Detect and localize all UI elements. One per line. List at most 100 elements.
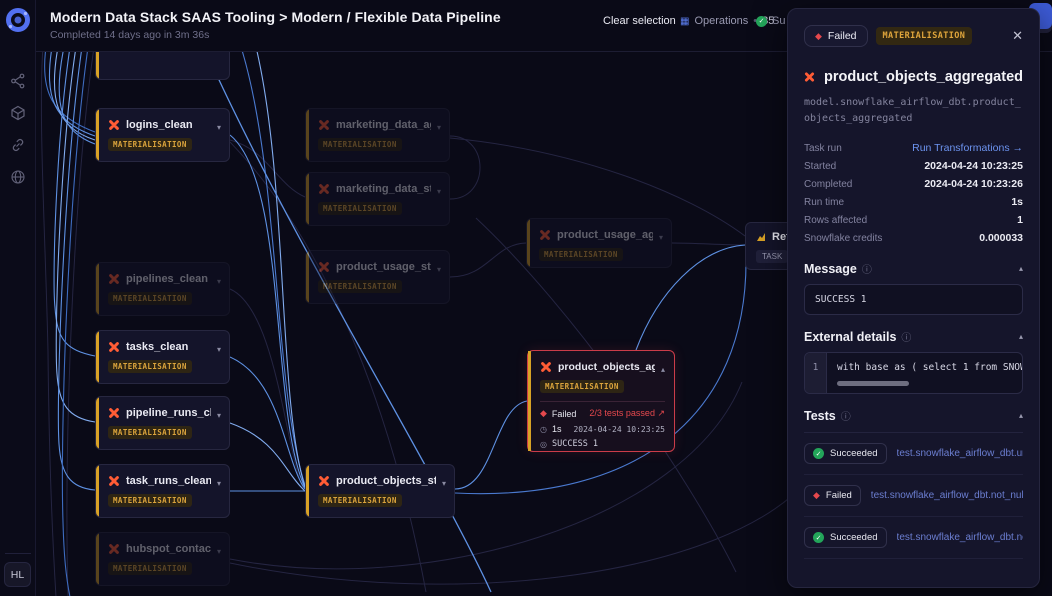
materialisation-badge: MATERIALISATION: [108, 562, 192, 575]
success-counter[interactable]: ✓ Su: [756, 15, 785, 27]
node-partial-top[interactable]: [95, 52, 230, 80]
chevron-down-icon[interactable]: ▾: [216, 479, 221, 488]
node-product-usage-staging[interactable]: product_usage_staging ▾ MATERIALISATION: [305, 250, 450, 304]
details-panel: ◆ Failed MATERIALISATION ✕ product_objec…: [787, 8, 1040, 588]
collapse-up-icon[interactable]: ▴: [1018, 332, 1023, 341]
collapse-up-icon[interactable]: ▴: [660, 365, 665, 374]
test-status-label: Failed: [825, 490, 852, 501]
info-icon[interactable]: ⓘ: [840, 412, 851, 423]
node-hubspot-contacts-clean[interactable]: hubspot_contacts_clean ▾ MATERIALISATION: [95, 532, 230, 586]
info-icon[interactable]: ⓘ: [901, 333, 912, 344]
chevron-down-icon[interactable]: ▾: [441, 479, 446, 488]
test-link[interactable]: test.snowflake_airflow_dbt.unique_pro: [896, 448, 1023, 459]
dbt-icon: [109, 475, 119, 486]
close-icon[interactable]: ✕: [1012, 28, 1023, 43]
line-number: 1: [805, 353, 827, 393]
node-accent-stripe: [306, 109, 309, 161]
node-divider: [540, 401, 665, 402]
node-tasks-clean[interactable]: tasks_clean ▾ MATERIALISATION: [95, 330, 230, 384]
panel-title: product_objects_aggregated: [823, 69, 1023, 85]
detail-label: Rows affected: [804, 214, 868, 226]
test-link[interactable]: test.snowflake_airflow_dbt.not_null_pr: [870, 490, 1023, 501]
test-row: ◆ Failed test.snowflake_airflow_dbt.not_…: [804, 475, 1023, 517]
node-accent-stripe: [96, 52, 99, 79]
run-status-subtitle: Completed 14 days ago in 3m 36s: [50, 29, 210, 41]
chevron-down-icon[interactable]: ▾: [216, 411, 221, 420]
app-logo-icon[interactable]: [5, 7, 31, 33]
code-box[interactable]: 1 with base as ( select 1 from SNOWFLAKE: [804, 352, 1023, 394]
node-marketing-data-staging[interactable]: marketing_data_staging ▾ MATERIALISATION: [305, 172, 450, 226]
node-product-objects-aggregated-selected[interactable]: product_objects_aggregated ▴ MATERIALISA…: [527, 350, 675, 452]
task-run-link[interactable]: Run Transformations →: [912, 142, 1023, 154]
chart-icon: [757, 233, 765, 241]
materialisation-badge: MATERIALISATION: [108, 360, 192, 373]
status-circle-icon: ◎: [540, 439, 547, 449]
cube-icon[interactable]: [10, 105, 26, 121]
node-accent-stripe: [96, 331, 99, 383]
node-title: tasks_clean: [126, 340, 189, 353]
collapse-up-icon[interactable]: ▴: [1018, 264, 1023, 273]
horizontal-scrollbar[interactable]: [837, 381, 909, 386]
chevron-down-icon[interactable]: ▾: [216, 547, 221, 556]
dbt-icon: [109, 273, 119, 284]
materialisation-badge: MATERIALISATION: [108, 426, 192, 439]
clear-selection-button[interactable]: Clear selection: [603, 15, 676, 27]
chevron-down-icon[interactable]: ▾: [436, 265, 441, 274]
test-link[interactable]: test.snowflake_airflow_dbt.not_null_pr: [896, 532, 1023, 543]
dbt-icon: [541, 361, 551, 372]
model-path: model.snowflake_airflow_dbt.product_obje…: [804, 97, 1021, 124]
node-product-usage-aggregated[interactable]: product_usage_aggregated ▾ MATERIALISATI…: [526, 218, 672, 268]
materialisation-badge: MATERIALISATION: [539, 248, 623, 261]
chevron-down-icon[interactable]: ▾: [216, 123, 221, 132]
detail-value: 0.000033: [979, 232, 1023, 244]
node-title: product_objects_aggregated: [558, 360, 655, 373]
node-marketing-data-aggregated[interactable]: marketing_data_aggregated ▾ MATERIALISAT…: [305, 108, 450, 162]
pipeline-canvas[interactable]: logins_clean ▾ MATERIALISATION marketing…: [36, 52, 1052, 596]
clock-icon: ◷: [540, 424, 547, 434]
node-message: SUCCESS 1: [551, 439, 599, 449]
chevron-down-icon[interactable]: ▾: [216, 277, 221, 286]
task-badge: TASK: [756, 250, 789, 263]
info-icon[interactable]: ⓘ: [861, 265, 872, 276]
detail-label: Started: [804, 160, 837, 172]
node-pipeline-runs-clean[interactable]: pipeline_runs_clean ▾ MATERIALISATION: [95, 396, 230, 450]
node-accent-stripe: [527, 219, 530, 267]
node-title: pipeline_runs_clean: [126, 406, 211, 419]
pipeline-graph-icon[interactable]: [10, 73, 26, 89]
chevron-down-icon[interactable]: ▾: [436, 187, 441, 196]
node-title: hubspot_contacts_clean: [126, 542, 211, 555]
test-row: ✓ Succeeded test.snowflake_airflow_dbt.u…: [804, 433, 1023, 475]
node-title: marketing_data_aggregated: [336, 118, 431, 131]
dbt-icon: [319, 119, 329, 130]
user-avatar[interactable]: HL: [4, 562, 31, 587]
node-accent-stripe: [306, 173, 309, 225]
tests-heading: Tests: [804, 408, 836, 423]
node-task-runs-clean[interactable]: task_runs_clean ▾ MATERIALISATION: [95, 464, 230, 518]
globe-icon[interactable]: [10, 169, 26, 185]
failed-diamond-icon: ◆: [815, 30, 822, 41]
chevron-down-icon[interactable]: ▾: [436, 123, 441, 132]
chevron-down-icon[interactable]: ▾: [216, 345, 221, 354]
success-check-icon: ✓: [813, 448, 824, 459]
materialisation-badge: MATERIALISATION: [318, 138, 402, 151]
message-box: SUCCESS 1: [804, 284, 1023, 315]
test-status-badge: ◆ Failed: [804, 485, 861, 506]
node-logins-clean[interactable]: logins_clean ▾ MATERIALISATION: [95, 108, 230, 162]
separator-dot: •: [753, 15, 757, 27]
materialisation-badge: MATERIALISATION: [318, 280, 402, 293]
node-product-objects-staging[interactable]: product_objects_staging ▾ MATERIALISATIO…: [305, 464, 455, 518]
breadcrumb-title: Modern Data Stack SAAS Tooling > Modern …: [50, 9, 501, 25]
chevron-down-icon[interactable]: ▾: [658, 233, 663, 242]
detail-label: Snowflake credits: [804, 232, 883, 244]
dbt-icon: [109, 341, 119, 352]
link-icon[interactable]: [10, 137, 26, 153]
collapse-up-icon[interactable]: ▴: [1018, 411, 1023, 420]
node-title: marketing_data_staging: [336, 182, 431, 195]
failed-diamond-icon: ◆: [540, 408, 547, 418]
dbt-icon: [804, 72, 815, 82]
tests-passed-link[interactable]: 2/3 tests passed ↗: [589, 408, 665, 418]
status-badge: ◆ Failed: [804, 25, 868, 47]
materialisation-badge: MATERIALISATION: [108, 292, 192, 305]
node-pipelines-clean[interactable]: pipelines_clean ▾ MATERIALISATION: [95, 262, 230, 316]
test-status-badge: ✓ Succeeded: [804, 443, 887, 464]
